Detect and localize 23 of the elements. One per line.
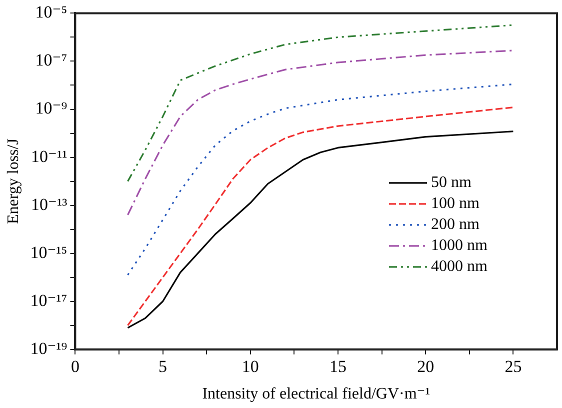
- y-tick-label: 10⁻⁷: [35, 50, 68, 70]
- line-series: [126, 50, 514, 216]
- y-axis-title: Energy loss/J: [4, 138, 22, 224]
- y-tick-label: 10⁻¹³: [31, 194, 68, 214]
- line-series: [126, 83, 514, 276]
- legend-label: 50 nm: [431, 174, 472, 192]
- legend-label: 4000 nm: [431, 258, 488, 276]
- x-tick-label: 10: [242, 357, 259, 376]
- x-tick-label: 0: [70, 357, 80, 376]
- x-tick-label: 15: [330, 357, 346, 376]
- y-tick-label: 10⁻¹⁷: [30, 290, 68, 310]
- x-tick-label: 25: [504, 357, 522, 376]
- legend-label: 1000 nm: [431, 237, 488, 254]
- legend-label: 100 nm: [431, 195, 480, 212]
- legend-label: 200 nm: [431, 216, 480, 234]
- x-axis-title: Intensity of electrical field/GV·m⁻¹: [202, 386, 430, 403]
- y-tick-label: 10⁻⁹: [35, 98, 68, 118]
- x-tick-label: 20: [417, 357, 434, 376]
- y-tick-label: 10⁻⁵: [35, 2, 68, 22]
- y-tick-label: 10⁻¹⁹: [30, 338, 68, 358]
- y-tick-label: 10⁻¹⁵: [30, 242, 68, 262]
- y-tick-label: 10⁻¹¹: [31, 146, 68, 166]
- x-tick-label: 5: [158, 357, 168, 376]
